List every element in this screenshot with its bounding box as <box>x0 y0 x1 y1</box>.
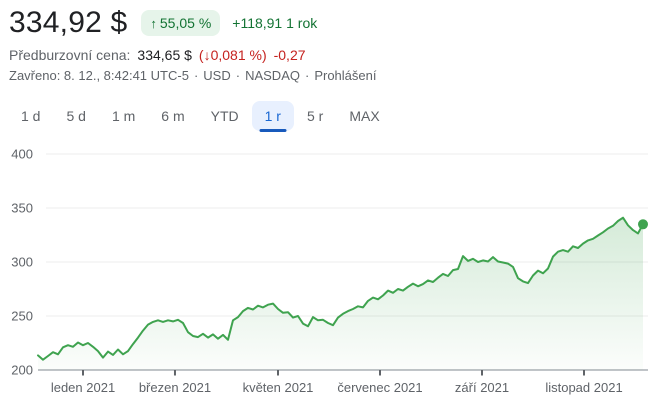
range-tab-1d[interactable]: 1 d <box>21 108 41 124</box>
disclaimer-link[interactable]: Prohlášení <box>314 68 377 83</box>
x-axis-label: květen 2021 <box>243 380 314 395</box>
currency-code: USD <box>203 68 231 83</box>
market-status-row: Zavřeno: 8. 12., 8:42:41 UTC-5 · USD · N… <box>9 68 376 83</box>
change-absolute-period: +118,91 1 rok <box>232 15 318 31</box>
price-row: 334,92 $ ↑ 55,05 % +118,91 1 rok <box>9 6 317 40</box>
range-tabs: 1 d 5 d 1 m 6 m YTD 1 r 5 r MAX <box>8 101 393 132</box>
price-line <box>37 216 644 361</box>
range-tab-5r[interactable]: 5 r <box>306 108 324 124</box>
separator-dot: · <box>304 68 310 83</box>
y-axis-label: 200 <box>11 363 33 378</box>
x-axis-label: březen 2021 <box>139 380 211 395</box>
price-area <box>38 217 643 370</box>
market-status: Zavřeno: 8. 12., 8:42:41 UTC-5 <box>9 68 189 83</box>
y-axis-label: 250 <box>11 309 33 324</box>
range-tab-ytd[interactable]: YTD <box>210 108 239 124</box>
x-axis-label: listopad 2021 <box>545 380 622 395</box>
y-axis-label: 350 <box>11 201 33 216</box>
range-tab-1m[interactable]: 1 m <box>111 108 136 124</box>
premarket-price: 334,65 $ <box>137 47 192 63</box>
y-axis-label: 400 <box>11 147 33 162</box>
separator-dot: · <box>235 68 241 83</box>
premarket-change-percent: (↓0,081 %) <box>198 47 267 63</box>
separator-dot: · <box>193 68 199 83</box>
price-value: 334,92 $ <box>9 6 128 39</box>
premarket-label: Předburzovní cena: <box>9 47 131 63</box>
change-percent: 55,05 % <box>159 15 212 31</box>
range-tab-6m[interactable]: 6 m <box>161 108 185 124</box>
x-axis-label: červenec 2021 <box>337 380 422 395</box>
x-axis-label: září 2021 <box>455 380 509 395</box>
premarket-change-absolute: -0,27 <box>273 47 306 63</box>
premarket-row: Předburzovní cena: 334,65 $ (↓0,081 %) -… <box>9 47 306 63</box>
exchange-name: NASDAQ <box>245 68 300 83</box>
y-axis-label: 300 <box>11 255 33 270</box>
range-tab-max[interactable]: MAX <box>349 108 380 124</box>
range-tab-5d[interactable]: 5 d <box>66 108 86 124</box>
range-tab-1r[interactable]: 1 r <box>251 101 294 132</box>
change-badge: ↑ 55,05 % <box>141 10 221 36</box>
x-axis-label: leden 2021 <box>51 380 115 395</box>
up-arrow-icon: ↑ <box>150 15 157 31</box>
selected-tab-underline <box>259 129 287 132</box>
last-price-dot <box>638 219 648 230</box>
